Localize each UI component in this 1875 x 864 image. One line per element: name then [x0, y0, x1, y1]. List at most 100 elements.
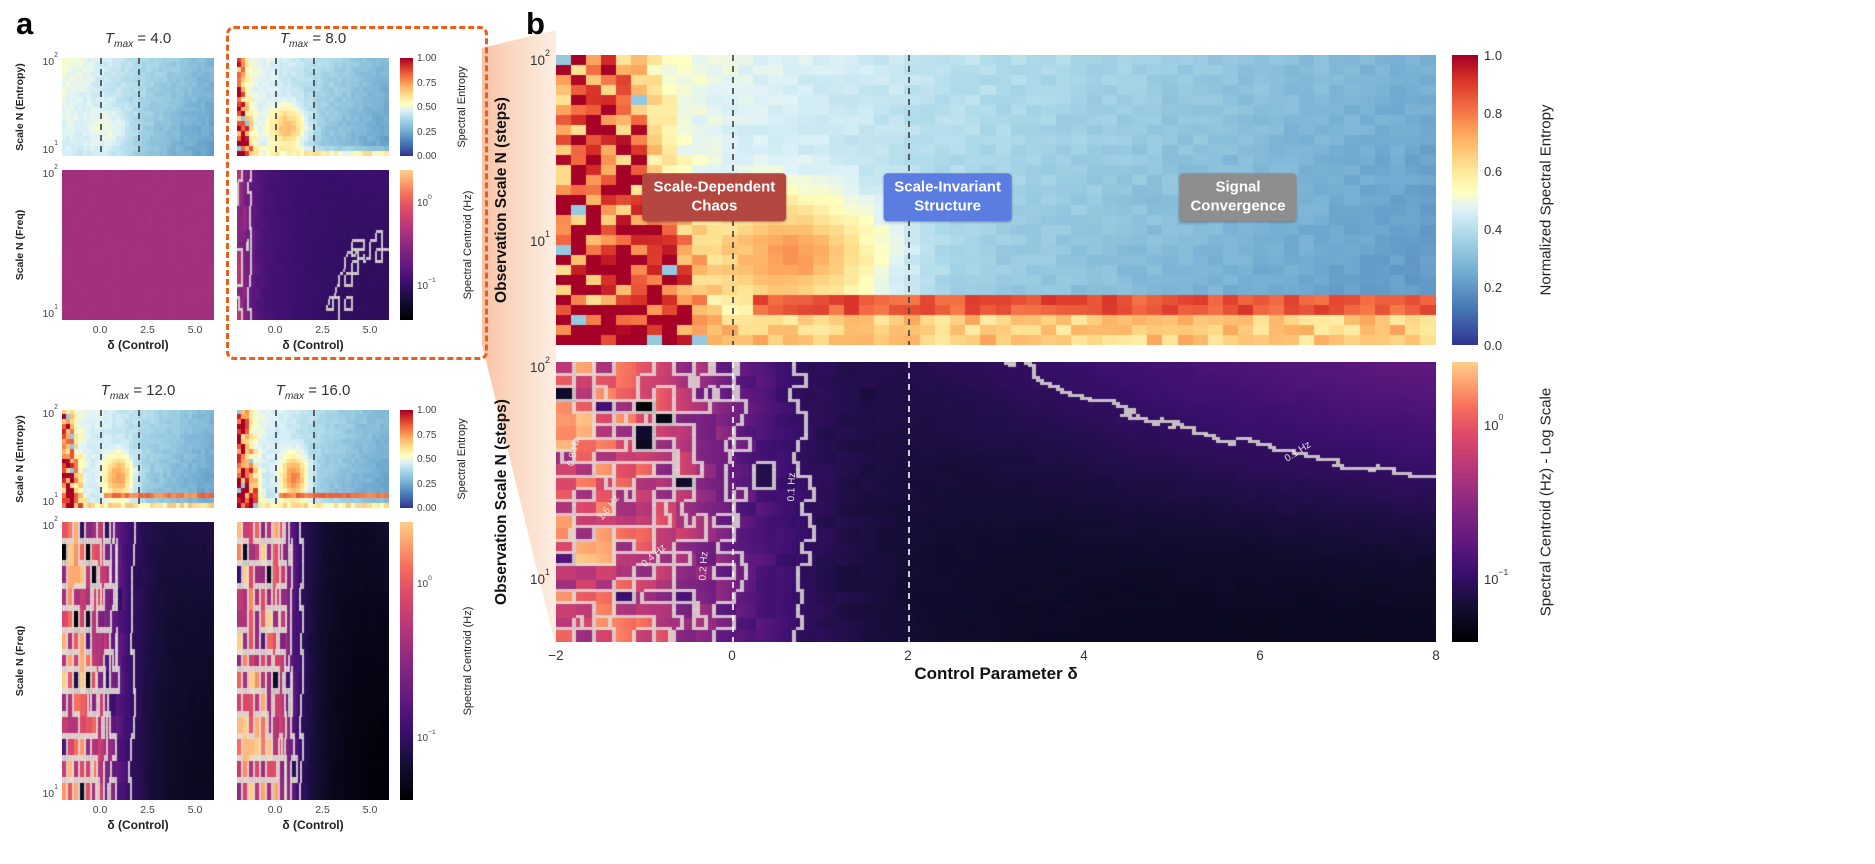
y-tick: 102	[32, 404, 58, 420]
centroid-log-colorbar	[1452, 362, 1478, 642]
badge-line: Signal	[1215, 178, 1261, 196]
observation-scale-axis-label: Observation Scale N (steps)	[493, 97, 510, 303]
pow-exp: 1	[54, 140, 58, 148]
pow-exp: 2	[54, 52, 58, 60]
dashed-reference-line	[275, 58, 277, 156]
pow-base: 10	[42, 408, 55, 420]
pow-exp: 1	[545, 566, 550, 577]
x-tick: 5.0	[362, 804, 378, 816]
x-tick: 6	[1256, 648, 1264, 663]
x-tick: 0.0	[92, 804, 108, 816]
y-tick: 101	[32, 140, 58, 156]
pow-base: 10	[42, 56, 55, 68]
pow-exp: 1	[54, 784, 58, 792]
x-tick: 5.0	[187, 804, 203, 816]
b-centroid-heatmap	[556, 362, 1436, 642]
colorbar-tick: 0.6	[1484, 164, 1503, 179]
spectral-centroid-colorbar	[400, 522, 413, 800]
colorbar-tick: 100	[1484, 413, 1503, 433]
title-var: T	[100, 382, 110, 399]
centroid-colorbar-label: Spectral Centroid (Hz) - Log Scale	[1537, 387, 1555, 617]
badge-line: Scale-Invariant	[894, 178, 1001, 196]
title-rest: = 16.0	[304, 382, 351, 399]
pow-base: 10	[530, 360, 546, 375]
delta-control-axis-label: δ (Control)	[107, 338, 169, 352]
colorbar-tick: 1.00	[417, 53, 437, 64]
pow-base: 10	[530, 53, 546, 68]
contour-label: 0.1 Hz	[785, 472, 799, 502]
x-tick: 2.5	[315, 324, 330, 336]
colorbar-tick: 0.25	[417, 126, 437, 138]
pow-base: 10	[42, 168, 55, 180]
delta-control-axis-label: δ (Control)	[282, 338, 344, 352]
dashed-reference-line	[138, 410, 140, 508]
y-tick: 102	[32, 164, 58, 180]
pow-base: 10	[42, 788, 55, 800]
title-sub: max	[284, 391, 305, 402]
colorbar-tick: 0.8	[1484, 106, 1503, 121]
y-tick: 101	[506, 567, 550, 588]
x-tick: 0.0	[267, 324, 283, 336]
colorbar-tick: 10−1	[417, 277, 436, 292]
title-sub: max	[109, 391, 130, 402]
a-t12-centroid-heatmap	[62, 522, 214, 800]
title-rest: = 12.0	[129, 382, 176, 399]
dashed-reference-line	[732, 362, 734, 642]
pow-base: 10	[530, 572, 546, 588]
colorbar-tick: 0.00	[417, 151, 437, 162]
title-var: T	[104, 30, 114, 47]
regime-badge: Scale-Invariant Structure	[883, 173, 1012, 221]
colorbar-tick: 0.75	[417, 77, 437, 89]
colorbar-tick: 1.0	[1484, 48, 1503, 63]
regime-badge: Scale-Dependent Chaos	[642, 173, 787, 221]
a-t16-centroid-heatmap	[237, 522, 389, 800]
y-tick: 102	[32, 516, 58, 532]
y-tick: 102	[506, 355, 550, 375]
panel-b-label: b	[526, 6, 545, 41]
subplot-title: Tmax = 16.0	[237, 382, 389, 402]
subplot-title: Tmax = 8.0	[237, 30, 389, 50]
pow-exp: 2	[54, 164, 58, 172]
colorbar-tick: 0.0	[1484, 338, 1503, 353]
colorbar-tick: 0.50	[417, 102, 437, 113]
dashed-reference-line	[313, 410, 315, 508]
pow-exp: 2	[545, 47, 550, 58]
colorbar-tick: 10−1	[417, 729, 436, 744]
colorbar-tick: 0.00	[417, 503, 437, 514]
title-rest: = 4.0	[133, 30, 172, 47]
regime-badge: Signal Convergence	[1179, 173, 1297, 221]
y-tick: 101	[506, 229, 550, 249]
x-tick: 2.5	[315, 804, 330, 816]
colorbar-tick: 0.50	[417, 454, 437, 465]
dashed-reference-line	[100, 58, 102, 156]
pow-base: 10	[417, 732, 429, 744]
subplot-title: Tmax = 4.0	[62, 30, 214, 50]
normalized-entropy-colorbar-label: Normalized Spectral Entropy	[1537, 104, 1555, 296]
pow-exp: 0	[428, 574, 432, 582]
title-sub: max	[113, 39, 134, 50]
colorbar-tick: 0.2	[1484, 280, 1503, 295]
y-tick: 101	[32, 784, 58, 800]
dashed-reference-line	[275, 410, 277, 508]
dashed-reference-line	[100, 410, 102, 508]
pow-base: 10	[417, 198, 429, 210]
spectral-entropy-colorbar	[400, 58, 413, 156]
normalized-entropy-colorbar	[1452, 55, 1478, 345]
panel-a-label: a	[16, 6, 34, 41]
y-tick: 101	[32, 304, 58, 320]
badge-line: Structure	[914, 197, 981, 215]
colorbar-tick: 0.75	[417, 429, 437, 441]
y-tick: 102	[506, 48, 550, 68]
spectral-entropy-colorbar	[400, 410, 413, 508]
pow-exp: −1	[428, 728, 436, 736]
x-tick: 2.5	[140, 324, 155, 336]
title-var: T	[275, 382, 285, 399]
x-tick: 2.5	[140, 804, 155, 816]
x-tick: 5.0	[362, 324, 378, 336]
colorbar-tick: 0.4	[1484, 222, 1503, 237]
colorbar-tick: 0.25	[417, 478, 437, 490]
pow-base: 10	[1484, 417, 1499, 433]
x-tick: 0	[728, 648, 736, 663]
x-tick: 4	[1080, 648, 1088, 663]
dashed-reference-line	[313, 58, 315, 156]
